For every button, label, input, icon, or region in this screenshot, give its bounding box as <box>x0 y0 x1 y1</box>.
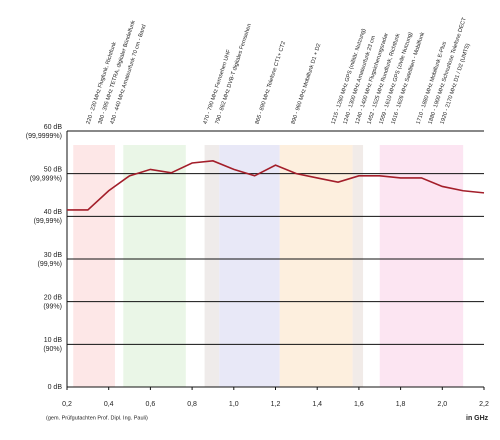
x-tick-label: 2,2 <box>479 401 489 408</box>
frequency-band <box>204 145 220 387</box>
y-tick-sublabel: (99,999%) <box>30 176 62 183</box>
frequency-band <box>123 145 186 387</box>
x-tick-label: 0,4 <box>104 401 114 408</box>
frequency-band <box>219 145 280 387</box>
x-tick-label: 0,8 <box>187 401 197 408</box>
x-tick-label: 1,0 <box>229 401 239 408</box>
x-tick-label: 1,4 <box>312 401 322 408</box>
x-axis-label: in GHz <box>466 415 489 422</box>
frequency-band <box>279 145 353 387</box>
y-tick-sublabel: (99,99%) <box>34 218 62 225</box>
band-label: 890 - 960 MHz Mobilfunk D1 + D2 <box>291 43 323 125</box>
x-tick-label: 1,2 <box>271 401 281 408</box>
frequency-band <box>73 145 115 387</box>
x-tick-label: 1,6 <box>354 401 364 408</box>
y-tick-label: 10 dB <box>44 337 63 344</box>
y-tick-label: 20 dB <box>44 295 63 302</box>
y-tick-sublabel: (99,9999%) <box>26 133 62 140</box>
y-tick-sublabel: (90%) <box>43 346 62 353</box>
y-tick-label: 50 dB <box>44 167 63 174</box>
y-tick-label: 40 dB <box>44 209 63 216</box>
y-tick-label: 60 dB <box>44 124 63 131</box>
frequency-band <box>379 145 464 387</box>
band-label: 865 - 890 MHz Telefone CT1+ CT2 <box>255 41 288 125</box>
x-tick-label: 1,8 <box>396 401 406 408</box>
y-tick-label: 0 dB <box>48 384 63 391</box>
x-tick-label: 0,6 <box>146 401 156 408</box>
source-note: (gem. Prüfgutachten Prof. Dipl. Ing. Pau… <box>46 415 148 421</box>
x-tick-label: 2,0 <box>437 401 447 408</box>
y-tick-label: 30 dB <box>44 252 63 259</box>
frequency-band <box>352 145 364 387</box>
y-tick-sublabel: (99,9%) <box>37 261 62 268</box>
y-tick-sublabel: (99%) <box>43 304 62 311</box>
attenuation-line <box>67 160 485 211</box>
x-tick-label: 0,2 <box>62 401 72 408</box>
